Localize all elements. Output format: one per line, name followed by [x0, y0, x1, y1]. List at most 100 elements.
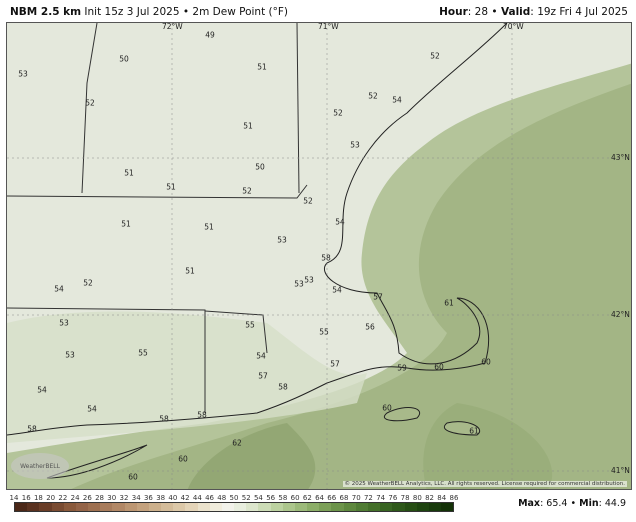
dewpoint-value: 53: [277, 235, 287, 245]
dewpoint-value: 60: [128, 472, 138, 482]
legend-swatch: [148, 503, 162, 511]
dewpoint-value: 51: [121, 219, 131, 229]
legend-swatch: [173, 503, 186, 511]
legend-swatch: [270, 503, 283, 511]
legend-tick: 76: [388, 494, 398, 502]
dewpoint-value: 58: [159, 414, 169, 424]
legend-swatch: [380, 503, 393, 511]
dewpoint-value: 53: [294, 279, 304, 289]
legend-swatch: [294, 503, 308, 511]
dewpoint-value: 58: [197, 410, 207, 420]
legend-tick: 40: [168, 494, 178, 502]
legend-swatch: [197, 503, 210, 511]
dewpoint-value: 60: [178, 454, 188, 464]
legend-tick: 36: [143, 494, 153, 502]
dewpoint-value: 60: [434, 362, 444, 372]
legend-swatch: [185, 503, 198, 511]
longitude-label: 71°W: [318, 22, 339, 31]
legend-swatch: [27, 503, 40, 511]
min-value: 44.9: [604, 498, 626, 509]
legend-tick: 14: [9, 494, 19, 502]
separator: •: [182, 6, 190, 18]
legend-swatch: [63, 503, 76, 511]
legend-swatch: [246, 503, 259, 511]
legend-tick: 66: [327, 494, 337, 502]
legend-swatch: [416, 503, 429, 511]
legend-swatch: [282, 503, 295, 511]
hour-label: Hour: [439, 6, 468, 18]
legend-tick: 74: [376, 494, 386, 502]
model-name: NBM 2.5 km: [10, 6, 82, 18]
legend-tick: 82: [425, 494, 435, 502]
dewpoint-value: 53: [65, 350, 75, 360]
dewpoint-value: 51: [166, 182, 176, 192]
legend-tick: 84: [437, 494, 447, 502]
dewpoint-value: 56: [365, 322, 375, 332]
max-min-readout: Max: 65.4 • Min: 44.9: [518, 498, 626, 509]
separator: •: [570, 498, 577, 509]
legend-swatch: [307, 503, 320, 511]
legend-swatch: [51, 503, 64, 511]
legend-tick: 34: [131, 494, 141, 502]
legend-tick: 24: [70, 494, 80, 502]
legend-swatch: [343, 503, 356, 511]
dewpoint-value: 51: [257, 62, 267, 72]
legend-tick: 18: [33, 494, 43, 502]
dewpoint-value: 51: [124, 168, 134, 178]
dewpoint-value: 53: [350, 140, 360, 150]
dewpoint-value: 52: [83, 278, 93, 288]
legend-tick: 80: [412, 494, 422, 502]
legend-swatch: [161, 503, 174, 511]
legend-tick: 22: [58, 494, 68, 502]
dewpoint-value: 58: [27, 424, 37, 434]
dewpoint-value: 59: [397, 363, 407, 373]
legend-tick: 54: [253, 494, 263, 502]
legend-tick: 48: [217, 494, 227, 502]
legend-swatch: [221, 503, 235, 511]
legend-swatch: [355, 503, 368, 511]
dewpoint-map: 72°W 71°W 70°W 43°N 42°N 41°N 49 50 53 52 51…: [6, 22, 632, 490]
max-value: 65.4: [546, 498, 568, 509]
longitude-label: 70°W: [503, 22, 524, 31]
dewpoint-value: 54: [37, 385, 47, 395]
dewpoint-value: 60: [382, 403, 392, 413]
dewpoint-value: 51: [243, 121, 253, 131]
dewpoint-value: 52: [242, 186, 252, 196]
legend-tick: 28: [95, 494, 105, 502]
legend-swatch: [441, 503, 454, 511]
dewpoint-value: 51: [204, 222, 214, 232]
dewpoint-value: 57: [258, 371, 268, 381]
init-time: Init 15z 3 Jul 2025: [84, 6, 180, 18]
legend-swatch: [136, 503, 149, 511]
dewpoint-value: 53: [59, 318, 69, 328]
legend-swatch: [258, 503, 271, 511]
legend-tick: 50: [229, 494, 239, 502]
dewpoint-value: 55: [319, 327, 329, 337]
map-shading: [7, 23, 631, 489]
dewpoint-value: 52: [430, 51, 440, 61]
legend-swatch: [392, 503, 405, 511]
latitude-label: 42°N: [611, 310, 630, 319]
dewpoint-value: 55: [138, 348, 148, 358]
legend-tick: 78: [400, 494, 410, 502]
legend-swatch: [112, 503, 125, 511]
legend-tick: 16: [21, 494, 31, 502]
legend-swatch: [100, 503, 113, 511]
legend-tick: 68: [339, 494, 349, 502]
legend-swatch: [15, 503, 28, 511]
legend-tick: 60: [290, 494, 300, 502]
legend-swatch: [88, 503, 101, 511]
dewpoint-value: 53: [18, 69, 28, 79]
legend-tick: 44: [192, 494, 202, 502]
min-label: Min: [579, 498, 599, 509]
legend-swatch: [209, 503, 222, 511]
dewpoint-value: 60: [481, 357, 491, 367]
legend-tick: 86: [449, 494, 459, 502]
dewpoint-value: 52: [85, 98, 95, 108]
dewpoint-value: 49: [205, 30, 215, 40]
dewpoint-value: 50: [119, 54, 129, 64]
legend-swatch: [331, 503, 344, 511]
latitude-label: 43°N: [611, 153, 630, 162]
legend-tick: 42: [180, 494, 190, 502]
color-legend: [14, 502, 454, 512]
